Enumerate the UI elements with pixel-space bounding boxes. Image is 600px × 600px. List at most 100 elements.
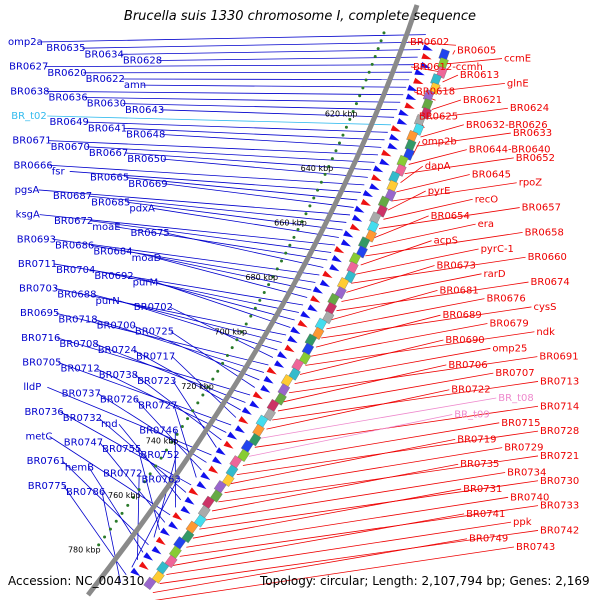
gene-label-br0648[interactable]: BR0648 bbox=[126, 129, 165, 140]
gene-label-br0717[interactable]: BR0717 bbox=[136, 351, 175, 362]
gene-label-br0667[interactable]: BR0667 bbox=[89, 148, 128, 159]
gene-label-br0741[interactable]: BR0741 bbox=[466, 509, 505, 520]
gene-label-br0722[interactable]: BR0722 bbox=[451, 385, 490, 396]
gene-label-br0665[interactable]: BR0665 bbox=[90, 173, 129, 184]
gene-label-br0712[interactable]: BR0712 bbox=[61, 364, 100, 375]
gene-label-br0729[interactable]: BR0729 bbox=[504, 443, 543, 454]
gene-label-br-t09[interactable]: BR_t09 bbox=[454, 410, 489, 421]
gene-label-br0689[interactable]: BR0689 bbox=[442, 310, 481, 321]
gene-label-glne[interactable]: glnE bbox=[507, 78, 529, 89]
gene-label-br0658[interactable]: BR0658 bbox=[525, 227, 564, 238]
gene-label-br-t02[interactable]: BR_t02 bbox=[11, 111, 46, 122]
gene-label-pdxa[interactable]: pdxA bbox=[129, 203, 155, 214]
gene-label-br0638[interactable]: BR0638 bbox=[10, 86, 49, 97]
gene-label-br0672[interactable]: BR0672 bbox=[54, 216, 93, 227]
gene-label-moad[interactable]: moaD bbox=[132, 253, 162, 264]
gene-label-acps[interactable]: acpS bbox=[434, 236, 458, 247]
gene-label-ccme[interactable]: ccmE bbox=[504, 54, 531, 65]
gene-label-br0641[interactable]: BR0641 bbox=[88, 123, 127, 134]
gene-label-br0747[interactable]: BR0747 bbox=[64, 438, 103, 449]
gene-label-br0743[interactable]: BR0743 bbox=[516, 542, 555, 553]
gene-label-br0724[interactable]: BR0724 bbox=[98, 345, 137, 356]
gene-label-rnd[interactable]: rnd bbox=[101, 419, 118, 430]
gene-label-br0733[interactable]: BR0733 bbox=[540, 501, 579, 512]
gene-label-br0692[interactable]: BR0692 bbox=[94, 271, 133, 282]
gene-label-br0652[interactable]: BR0652 bbox=[516, 153, 555, 164]
gene-label-br0669[interactable]: BR0669 bbox=[128, 179, 167, 190]
gene-label-br0654[interactable]: BR0654 bbox=[431, 211, 470, 222]
gene-label-br0738[interactable]: BR0738 bbox=[99, 370, 138, 381]
gene-label-br0687[interactable]: BR0687 bbox=[53, 191, 92, 202]
gene-label-br0605[interactable]: BR0605 bbox=[457, 45, 496, 56]
gene-label-br0702[interactable]: BR0702 bbox=[134, 302, 173, 313]
gene-label-cyss[interactable]: cysS bbox=[533, 302, 556, 313]
gene-label-br0721[interactable]: BR0721 bbox=[540, 451, 579, 462]
gene-label-hemb[interactable]: hemB bbox=[65, 462, 94, 473]
gene-label-br0673[interactable]: BR0673 bbox=[437, 261, 476, 272]
gene-label-br0628[interactable]: BR0628 bbox=[123, 55, 162, 66]
gene-label-br0775[interactable]: BR0775 bbox=[28, 481, 67, 492]
gene-label-br0635[interactable]: BR0635 bbox=[46, 43, 85, 54]
gene-label-br0716[interactable]: BR0716 bbox=[21, 333, 60, 344]
gene-label-metc[interactable]: metC bbox=[26, 432, 53, 443]
gene-label-br0728[interactable]: BR0728 bbox=[540, 426, 579, 437]
gene-label-br0670[interactable]: BR0670 bbox=[51, 142, 90, 153]
gene-label-br0645[interactable]: BR0645 bbox=[472, 169, 511, 180]
gene-label-br0674[interactable]: BR0674 bbox=[531, 277, 570, 288]
gene-label-br0675[interactable]: BR0675 bbox=[130, 228, 169, 239]
gene-label-br0632-br0626[interactable]: BR0632-BR0626 bbox=[466, 120, 548, 131]
gene-label-ksga[interactable]: ksgA bbox=[16, 210, 40, 221]
gene-label-br0650[interactable]: BR0650 bbox=[127, 154, 166, 165]
gene-label-br0735[interactable]: BR0735 bbox=[460, 459, 499, 470]
gene-label-br0704[interactable]: BR0704 bbox=[56, 265, 95, 276]
gene-label-br0731[interactable]: BR0731 bbox=[463, 484, 502, 495]
gene-label-br0705[interactable]: BR0705 bbox=[22, 358, 61, 369]
gene-label-br0660[interactable]: BR0660 bbox=[528, 252, 567, 263]
gene-label-br0691[interactable]: BR0691 bbox=[539, 352, 578, 363]
gene-label-omp25[interactable]: omp25 bbox=[492, 343, 527, 354]
gene-label-br0644-br0640[interactable]: BR0644-BR0640 bbox=[469, 145, 551, 156]
gene-label-br0618[interactable]: BR0618 bbox=[416, 87, 455, 98]
gene-label-br0649[interactable]: BR0649 bbox=[50, 117, 89, 128]
gene-label-moae[interactable]: moaE bbox=[92, 222, 120, 233]
gene-label-br0700[interactable]: BR0700 bbox=[97, 321, 136, 332]
gene-label-br0707[interactable]: BR0707 bbox=[495, 368, 534, 379]
gene-label-br0625[interactable]: BR0625 bbox=[419, 112, 458, 123]
gene-label-pyrc-1[interactable]: pyrC-1 bbox=[481, 244, 514, 255]
gene-label-br0715[interactable]: BR0715 bbox=[501, 418, 540, 429]
gene-label-br0685[interactable]: BR0685 bbox=[91, 197, 130, 208]
gene-label-br0676[interactable]: BR0676 bbox=[486, 294, 525, 305]
gene-label-br0746[interactable]: BR0746 bbox=[139, 425, 178, 436]
gene-label-br0727[interactable]: BR0727 bbox=[138, 401, 177, 412]
gene-label-br0706[interactable]: BR0706 bbox=[448, 360, 487, 371]
gene-label-pgsa[interactable]: pgsA bbox=[15, 185, 40, 196]
gene-label-rpoz[interactable]: rpoZ bbox=[519, 178, 543, 189]
gene-label-br0708[interactable]: BR0708 bbox=[59, 339, 98, 350]
gene-label-br0636[interactable]: BR0636 bbox=[48, 92, 87, 103]
gene-label-fsr[interactable]: fsr bbox=[52, 166, 66, 177]
gene-label-br-t08[interactable]: BR_t08 bbox=[498, 393, 533, 404]
gene-label-br0624[interactable]: BR0624 bbox=[510, 103, 549, 114]
gene-label-amn[interactable]: amn bbox=[124, 80, 146, 91]
gene-label-lldp[interactable]: lldP bbox=[23, 382, 41, 393]
gene-label-br0613[interactable]: BR0613 bbox=[460, 70, 499, 81]
gene-label-br0732[interactable]: BR0732 bbox=[63, 413, 102, 424]
gene-label-reco[interactable]: recO bbox=[475, 194, 499, 205]
gene-label-br0737[interactable]: BR0737 bbox=[62, 388, 101, 399]
gene-label-br0718[interactable]: BR0718 bbox=[58, 314, 97, 325]
gene-label-br0620[interactable]: BR0620 bbox=[47, 68, 86, 79]
gene-label-br0755[interactable]: BR0755 bbox=[102, 444, 141, 455]
gene-label-br0719[interactable]: BR0719 bbox=[457, 434, 496, 445]
gene-label-br0622[interactable]: BR0622 bbox=[86, 74, 125, 85]
gene-label-br0749[interactable]: BR0749 bbox=[469, 534, 508, 545]
gene-label-br0688[interactable]: BR0688 bbox=[57, 290, 96, 301]
gene-label-br0772[interactable]: BR0772 bbox=[103, 469, 142, 480]
gene-label-br0713[interactable]: BR0713 bbox=[540, 376, 579, 387]
gene-label-br0703[interactable]: BR0703 bbox=[19, 284, 58, 295]
gene-label-br0726[interactable]: BR0726 bbox=[100, 395, 139, 406]
gene-label-br0690[interactable]: BR0690 bbox=[445, 335, 484, 346]
gene-label-omp2a[interactable]: omp2a bbox=[8, 37, 43, 48]
gene-label-era[interactable]: era bbox=[478, 219, 494, 230]
gene-label-br0752[interactable]: BR0752 bbox=[140, 450, 179, 461]
gene-label-br0679[interactable]: BR0679 bbox=[489, 318, 528, 329]
